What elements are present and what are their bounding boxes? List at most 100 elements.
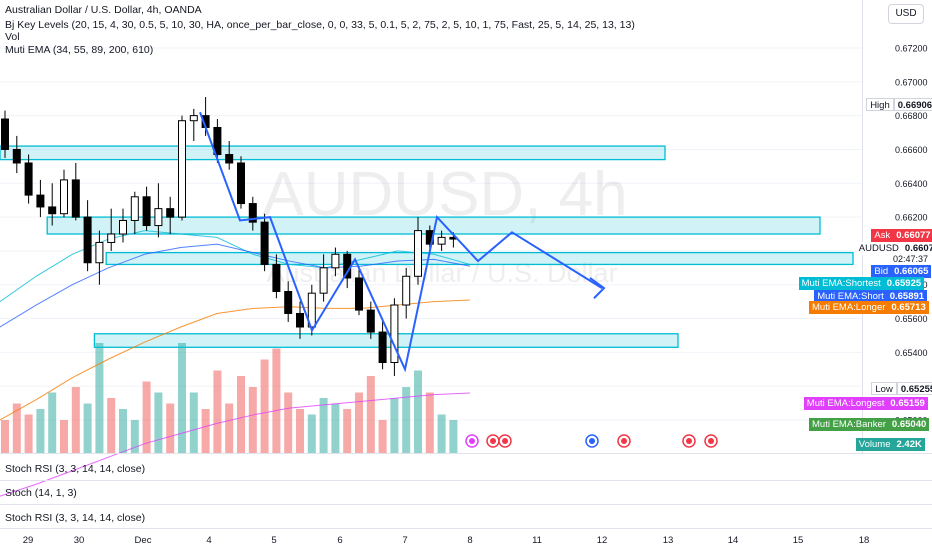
candle-bull — [107, 233, 116, 243]
volume-bar — [402, 387, 411, 453]
candle-bull — [414, 230, 422, 277]
volume-bar — [296, 409, 304, 453]
volume-bar — [437, 414, 446, 453]
candle-bull — [95, 241, 104, 264]
price-tag-value: 0.65891 — [886, 290, 928, 303]
price-tag-muti-ema-banker: Muti EMA:Banker 0.65040 — [809, 418, 930, 431]
event-dot-icon — [708, 438, 714, 444]
candle-bear — [71, 179, 80, 218]
volume-bar — [24, 414, 33, 453]
volume-bar — [248, 387, 257, 453]
price-tag-value: 0.65255 — [896, 382, 932, 395]
candlesticks — [1, 97, 458, 377]
price-tag-volume: Volume 2.42K — [855, 438, 925, 451]
price-tag-value: 0.65925 — [883, 277, 925, 290]
volume-bar — [60, 420, 68, 453]
volume-bar — [12, 403, 21, 453]
volume-bar — [36, 409, 45, 453]
volume-bar — [213, 370, 222, 453]
volume-bar — [107, 398, 116, 453]
candle-bear — [213, 126, 222, 156]
event-dot-icon — [686, 438, 692, 444]
price-tick-label: 0.66800 — [895, 111, 928, 121]
ema-line-longer — [0, 299, 471, 421]
time-tick-label: 7 — [402, 535, 407, 546]
projection-arrowhead — [589, 277, 606, 299]
price-tag-label: Muti EMA:Longer — [809, 301, 889, 314]
price-tag-label: Ask — [871, 229, 894, 242]
price-tick-label: 0.65400 — [895, 348, 928, 358]
volume-bar — [260, 359, 269, 453]
ema-line-short — [0, 243, 471, 328]
pane-stoch[interactable]: Stoch (14, 1, 3) — [5, 487, 77, 499]
symbol-title[interactable]: Australian Dollar / U.S. Dollar, 4h, OAN… — [5, 4, 202, 16]
candle-bull — [402, 275, 411, 306]
event-dot-icon — [589, 438, 595, 444]
volume-bar — [83, 403, 92, 453]
candle-bear — [24, 162, 33, 196]
volume-bar — [130, 420, 139, 453]
time-tick-label: 30 — [74, 535, 85, 546]
volume-bar — [272, 348, 281, 453]
currency-button[interactable]: USD — [888, 4, 924, 24]
price-tick-label: 0.65600 — [895, 314, 928, 324]
ema-line-longest — [0, 392, 471, 497]
volume-bar — [237, 376, 245, 453]
volume-bar — [378, 420, 387, 453]
price-tag-value: 0.66077 — [893, 229, 932, 242]
price-tag-value: 0.66071 — [901, 242, 932, 255]
price-tick-label: 0.66600 — [895, 145, 928, 155]
price-tag-label: Muti EMA:Shortest — [798, 277, 884, 290]
price-tag-label: AUDUSD — [855, 242, 902, 255]
time-tick-label: 13 — [663, 535, 674, 546]
volume-bar — [425, 392, 434, 453]
volume-bar — [48, 392, 57, 453]
price-tag-value: 0.65040 — [888, 418, 930, 431]
price-tick-label: 0.67000 — [895, 77, 928, 87]
price-tick-label: 0.67200 — [895, 44, 928, 54]
candle-bear — [260, 221, 269, 265]
time-tick-label: 15 — [793, 535, 804, 546]
price-tag-value: 0.65713 — [888, 301, 929, 314]
candle-bear — [225, 154, 234, 164]
indicator-key-levels[interactable]: Bj Key Levels (20, 15, 4, 30, 0.5, 5, 10… — [5, 19, 635, 31]
price-tag-value: 0.66065 — [891, 265, 932, 278]
candle-bear — [378, 331, 387, 364]
key-level-zone — [0, 145, 666, 161]
price-tag-countdown: 02:47:37 — [892, 254, 929, 264]
candle-bear — [1, 118, 9, 150]
time-tick-label: 18 — [859, 535, 870, 546]
volume-bar — [319, 398, 328, 453]
price-tag-value: 0.65159 — [887, 397, 928, 410]
price-tag-label: Low — [871, 382, 897, 395]
volume-bar — [119, 409, 127, 453]
candle-bear — [237, 162, 245, 205]
ema-lines — [0, 230, 471, 497]
pane-stoch-rsi-2[interactable]: Stoch RSI (3, 3, 14, 14, close) — [5, 512, 146, 524]
indicator-muti-ema[interactable]: Muti EMA (34, 55, 89, 200, 610) — [5, 44, 154, 56]
indicator-vol[interactable]: Vol — [5, 31, 20, 43]
volume-bar — [449, 420, 458, 453]
candle-bull — [331, 253, 340, 269]
price-tag-ask: Ask 0.66077 — [871, 229, 932, 242]
pane-stoch-rsi-1[interactable]: Stoch RSI (3, 3, 14, 14, close) — [5, 463, 146, 475]
axis-separator — [862, 0, 863, 453]
candle-bear — [366, 309, 375, 333]
candle-bull — [178, 120, 186, 218]
candle-bear — [296, 312, 304, 328]
volume-bar — [355, 392, 363, 453]
volume-bar — [343, 409, 352, 453]
price-tag-muti-ema-short: Muti EMA:Short 0.65891 — [814, 290, 928, 303]
price-tag-low: Low 0.65255 — [871, 382, 932, 395]
pane-divider — [0, 480, 932, 481]
price-tag-muti-ema-shortest: Muti EMA:Shortest 0.65925 — [798, 277, 925, 290]
candle-bull — [60, 179, 68, 215]
projection-line — [199, 111, 603, 373]
time-tick-label: Dec — [135, 535, 152, 546]
volume-bar — [225, 403, 234, 453]
candle-bull — [154, 208, 163, 227]
candle-bear — [166, 208, 175, 218]
volume-bar — [414, 370, 422, 453]
pane-divider — [0, 528, 932, 529]
